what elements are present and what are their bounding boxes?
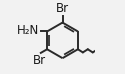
- Text: Br: Br: [33, 54, 46, 67]
- Text: H₂N: H₂N: [17, 24, 39, 37]
- Text: Br: Br: [56, 2, 69, 15]
